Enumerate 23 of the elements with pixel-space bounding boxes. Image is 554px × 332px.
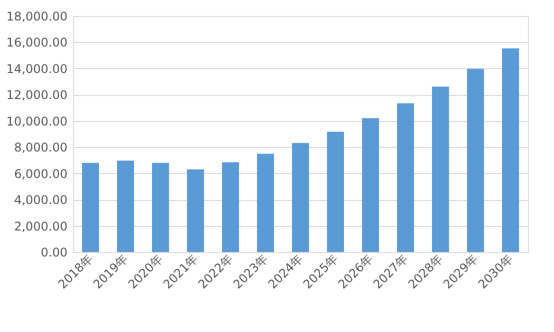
- y-tick-label: 2,000.00: [14, 219, 68, 234]
- y-tick-label: 8,000.00: [14, 140, 68, 155]
- bar: [362, 118, 379, 252]
- bar: [327, 132, 344, 252]
- bar: [187, 169, 204, 252]
- bar: [82, 162, 99, 252]
- y-tick-label: 4,000.00: [14, 193, 68, 208]
- bar: [152, 162, 169, 252]
- bar: [397, 103, 414, 252]
- bar: [502, 48, 519, 252]
- y-tick-label: 10,000.00: [6, 114, 68, 128]
- bar: [432, 86, 449, 252]
- bar: [467, 68, 484, 252]
- y-tick-label: 0.00: [40, 246, 68, 260]
- y-tick-label: 12,000.00: [6, 88, 68, 102]
- y-tick-label: 18,000.00: [6, 10, 68, 24]
- bar: [222, 162, 239, 252]
- bar: [257, 154, 274, 252]
- y-tick-label: 6,000.00: [14, 166, 68, 181]
- y-tick-label: 14,000.00: [6, 62, 68, 76]
- bar: [117, 160, 134, 252]
- y-tick-label: 16,000.00: [6, 36, 68, 50]
- bar: [292, 143, 309, 252]
